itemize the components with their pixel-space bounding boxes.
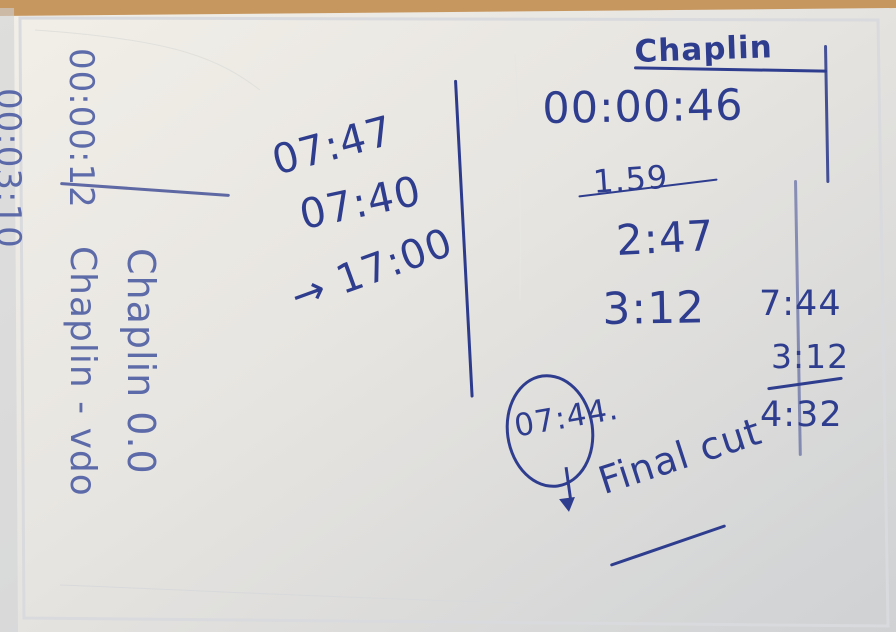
right-timecode: 00:00:46 (541, 80, 744, 134)
right-time-1: 2:47 (614, 210, 716, 265)
math-line-3: 4:32 (760, 395, 843, 435)
right-time-2: 3:12 (601, 282, 706, 335)
left-bottom-line-1: Chaplin - vdo (62, 246, 103, 497)
right-heading: Chaplin (633, 29, 774, 70)
left-top-line-1: 00:03:10 (0, 88, 28, 249)
left-bottom-line-2: Chaplin 0.0 (119, 248, 163, 475)
left-top-line-2: 00:00:12 (61, 48, 101, 209)
arrow-head (559, 496, 577, 514)
math-line-2: 3:12 (771, 337, 850, 376)
math-line-1: 7:44 (759, 284, 842, 324)
